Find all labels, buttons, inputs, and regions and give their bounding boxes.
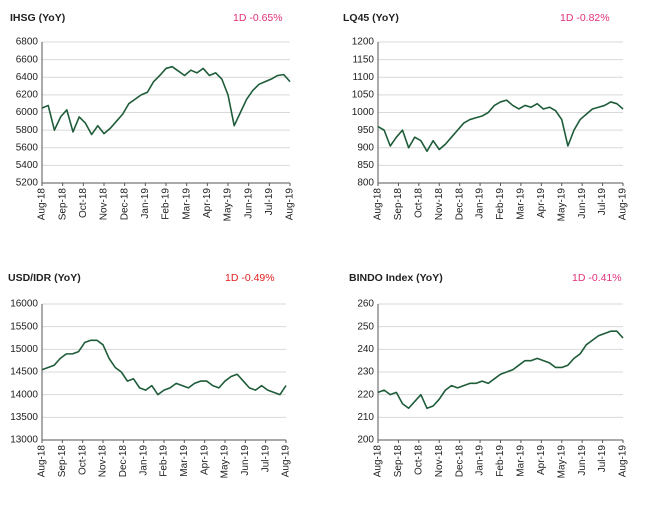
x-tick-label: Mar-19: [179, 445, 190, 477]
chart-title: BINDO Index (YoY): [349, 272, 443, 284]
x-tick-label: Nov-18: [434, 188, 445, 221]
x-tick-label: Mar-19: [181, 188, 192, 220]
y-tick-label: 6200: [16, 90, 39, 101]
x-tick-label: Aug-18: [373, 188, 384, 221]
data-line: [377, 99, 624, 153]
y-tick-label: 14000: [10, 389, 38, 400]
y-tick-label: 850: [357, 160, 374, 171]
chart-title: USD/IDR (YoY): [8, 272, 81, 284]
x-tick-label: Feb-19: [161, 188, 172, 220]
x-tick-label: Oct-18: [413, 445, 424, 475]
y-tick-label: 1050: [352, 90, 375, 101]
x-tick-label: Aug-19: [618, 188, 629, 221]
x-tick-label: Aug-19: [281, 445, 292, 478]
x-tick-label: Dec-18: [119, 188, 130, 221]
x-tick-label: Jun-19: [577, 445, 588, 476]
x-tick-label: Aug-19: [618, 445, 629, 478]
x-tick-label: Jan-19: [138, 445, 149, 476]
x-tick-label: Jan-19: [140, 188, 151, 219]
x-tick-label: Apr-19: [199, 445, 210, 475]
y-tick-label: 800: [357, 178, 374, 189]
x-tick-label: May-19: [556, 188, 567, 222]
x-tick-label: Aug-19: [285, 188, 296, 221]
y-tick-label: 5600: [16, 142, 39, 153]
y-tick-label: 1000: [352, 107, 375, 118]
x-tick-label: Apr-19: [536, 445, 547, 475]
y-tick-label: 6600: [16, 54, 39, 65]
y-tick-label: 1200: [352, 37, 375, 48]
y-tick-label: 220: [357, 389, 374, 400]
x-tick-label: Jul-19: [260, 445, 271, 473]
x-tick-label: Mar-19: [516, 188, 527, 220]
annotation: 1D -0.41%: [572, 272, 622, 284]
x-tick-label: Oct-18: [77, 445, 88, 475]
x-tick-label: Dec-18: [118, 445, 129, 478]
y-tick-label: 14500: [10, 367, 38, 378]
x-tick-label: Jun-19: [243, 188, 254, 219]
y-tick-label: 210: [357, 412, 374, 423]
y-tick-label: 900: [357, 142, 374, 153]
y-tick-label: 250: [357, 321, 374, 332]
x-tick-label: Jul-19: [597, 188, 608, 216]
x-tick-label: Nov-18: [99, 188, 110, 221]
x-tick-label: Nov-18: [98, 445, 109, 478]
x-tick-label: Sep-18: [393, 188, 404, 221]
y-tick-label: 5400: [16, 160, 39, 171]
y-tick-label: 15000: [10, 344, 38, 355]
x-tick-label: Dec-18: [454, 445, 465, 478]
x-tick-label: Sep-18: [57, 188, 68, 221]
data-line: [41, 65, 291, 136]
x-tick-label: Feb-19: [159, 445, 170, 477]
chart-title: LQ45 (YoY): [343, 12, 399, 24]
y-tick-label: 260: [357, 299, 374, 310]
x-tick-label: May-19: [556, 445, 567, 479]
x-tick-label: Mar-19: [516, 445, 527, 477]
y-tick-label: 950: [357, 125, 374, 136]
data-line: [377, 330, 624, 410]
y-tick-label: 1100: [352, 72, 374, 83]
y-tick-label: 16000: [10, 299, 38, 310]
annotation: 1D -0.82%: [560, 12, 610, 24]
x-tick-label: Dec-18: [454, 188, 465, 221]
y-tick-label: 5800: [16, 125, 39, 136]
y-tick-label: 6000: [16, 107, 39, 118]
x-tick-label: Apr-19: [202, 188, 213, 218]
x-tick-label: Oct-18: [413, 188, 424, 218]
x-tick-label: May-19: [223, 188, 234, 222]
x-tick-label: Jul-19: [597, 445, 608, 473]
data-line: [41, 339, 287, 396]
y-tick-label: 15500: [10, 321, 38, 332]
y-tick-label: 200: [357, 435, 374, 446]
x-tick-label: Aug-18: [37, 188, 48, 221]
y-tick-label: 240: [357, 344, 374, 355]
x-tick-label: Jun-19: [240, 445, 251, 476]
y-tick-label: 13500: [10, 412, 38, 423]
annotation: 1D -0.49%: [225, 272, 275, 284]
x-tick-label: Sep-18: [393, 445, 404, 478]
y-tick-label: 230: [357, 367, 374, 378]
x-tick-label: Oct-18: [78, 188, 89, 218]
y-tick-label: 13000: [10, 435, 38, 446]
x-tick-label: Jul-19: [264, 188, 275, 216]
x-tick-label: Feb-19: [495, 188, 506, 220]
x-tick-label: May-19: [220, 445, 231, 479]
x-tick-label: Apr-19: [536, 188, 547, 218]
y-tick-label: 6800: [16, 37, 39, 48]
y-tick-label: 5200: [16, 178, 39, 189]
x-tick-label: Jan-19: [475, 188, 486, 219]
x-tick-label: Jun-19: [577, 188, 588, 219]
annotation: 1D -0.65%: [233, 12, 283, 24]
y-tick-label: 1150: [352, 54, 374, 65]
x-tick-label: Sep-18: [57, 445, 68, 478]
chart-title: IHSG (YoY): [10, 12, 65, 24]
x-tick-label: Nov-18: [434, 445, 445, 478]
y-tick-label: 6400: [16, 72, 39, 83]
x-tick-label: Aug-18: [37, 445, 48, 478]
x-tick-label: Aug-18: [373, 445, 384, 478]
x-tick-label: Jan-19: [475, 445, 486, 476]
x-tick-label: Feb-19: [495, 445, 506, 477]
